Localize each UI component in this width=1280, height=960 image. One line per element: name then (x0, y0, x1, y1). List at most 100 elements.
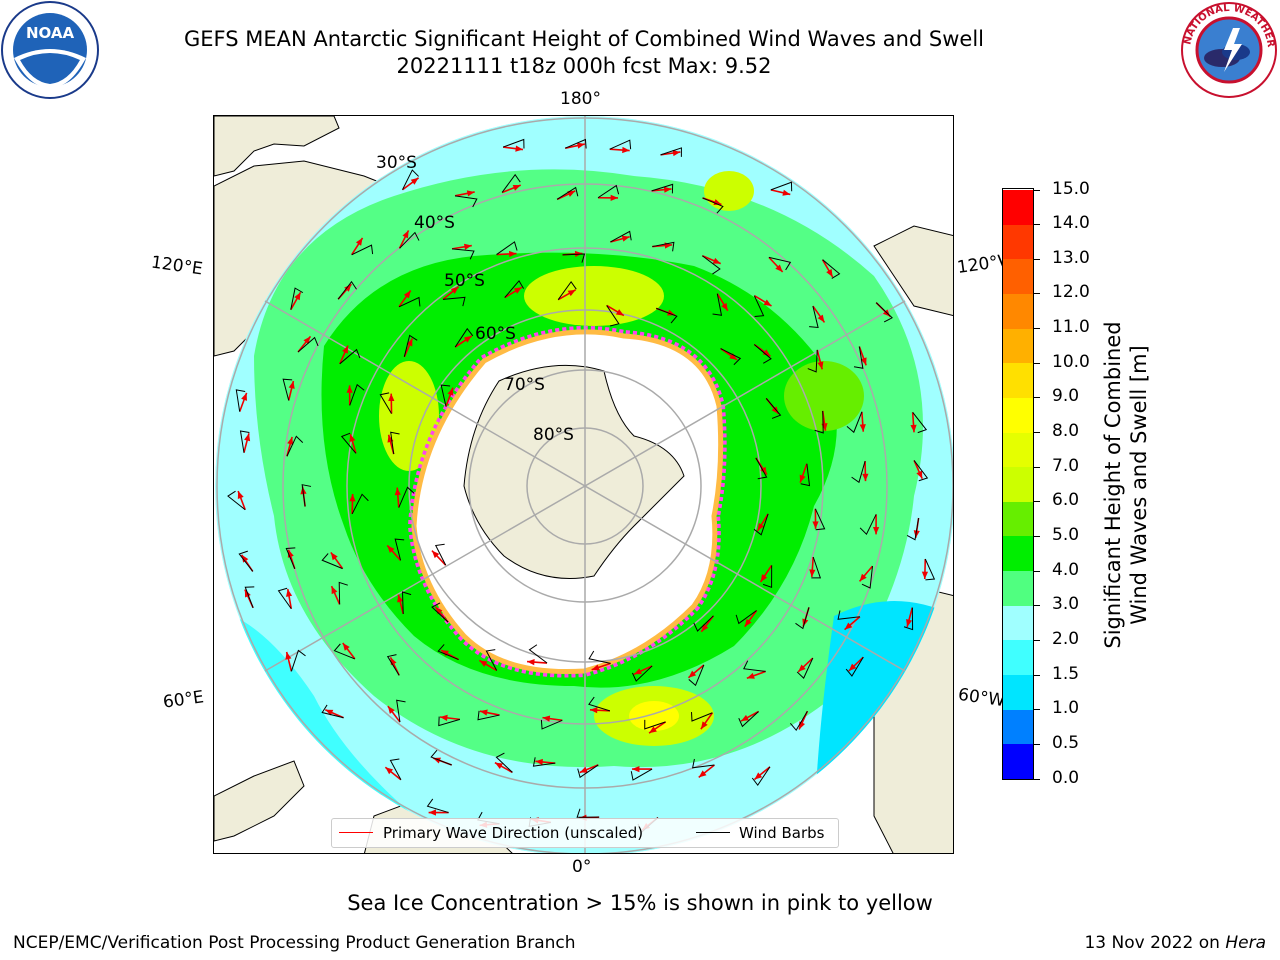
colorbar-tick-mark (1034, 501, 1040, 503)
wind-barb (556, 186, 579, 200)
wind-barb (426, 798, 449, 814)
wave-arrow-head (712, 257, 721, 264)
wave-arrow-head (463, 243, 472, 250)
wave-arrow-head (509, 250, 517, 258)
wind-barb (477, 710, 500, 721)
colorbar-tick-mark (1034, 189, 1040, 191)
wind-barb (565, 138, 587, 149)
wave-arrow-head (432, 757, 441, 764)
wind-barb (644, 719, 666, 730)
colorbar-segment (1003, 570, 1033, 606)
colorbar-tick-label: 8.0 (1052, 421, 1080, 442)
wave-arrow-head (844, 622, 853, 630)
wave-arrow-head (848, 663, 857, 671)
wave-arrow-head (760, 574, 768, 582)
wind-barb (485, 649, 498, 671)
wave-arrow-head (721, 302, 728, 311)
wind-barb (338, 581, 348, 605)
wave-arrow-head (344, 284, 352, 292)
wave-arrow-head (589, 707, 598, 714)
wind-barb (398, 486, 415, 508)
wind-barb (751, 766, 771, 786)
wind-barb (321, 704, 344, 719)
wind-barb (286, 435, 304, 457)
wave-arrow-head (535, 758, 543, 766)
wind-barb (924, 558, 936, 581)
wave-arrow-head (741, 714, 749, 722)
wave-arrow-head (621, 235, 630, 242)
lat-label-70s: 70°S (504, 375, 545, 395)
wind-barb (811, 556, 822, 579)
wave-arrow-head (346, 385, 353, 393)
lat-label-50s: 50°S (444, 271, 485, 291)
wave-arrow-head (746, 672, 755, 679)
nws-logo: NATIONAL WEATHER SERVICE (1178, 0, 1277, 98)
wind-barb (875, 302, 893, 323)
colorbar-segment (1003, 224, 1033, 260)
colorbar-tick-label: 4.0 (1052, 559, 1080, 580)
wind-barb (333, 643, 356, 660)
wind-barb (454, 327, 474, 348)
wind-barb (796, 657, 814, 679)
wave-arrow-head (440, 714, 448, 721)
wave-arrow-head (754, 772, 763, 780)
wind-barb (845, 656, 864, 677)
colorbar-tick-mark (1034, 709, 1040, 711)
wave-arrow-head (698, 770, 707, 778)
wind-barb (837, 610, 860, 620)
wind-barb (753, 344, 772, 364)
colorbar-tick-mark (1034, 466, 1040, 468)
wave-arrow-head (632, 765, 640, 773)
wind-barb (692, 758, 715, 769)
footer-host: Hera (1225, 933, 1266, 953)
wind-barb (789, 710, 808, 732)
colorbar-tick-label: 2.0 (1052, 628, 1080, 649)
wave-arrow-head (757, 522, 765, 531)
lon-label-0: 0° (572, 857, 592, 877)
wave-arrow-head (744, 618, 752, 627)
wave-arrow-head (463, 335, 472, 343)
wind-barb (651, 183, 674, 194)
wave-arrow-head (394, 487, 401, 496)
wave-arrow-head (859, 424, 866, 432)
wind-barb (496, 241, 518, 255)
wind-barb (349, 383, 365, 406)
wind-barb (588, 696, 611, 712)
wind-barb (597, 184, 620, 199)
wave-arrow-head (649, 726, 657, 734)
wave-arrow-head (342, 642, 350, 651)
wind-barb (390, 431, 400, 455)
wave-arrow-head (527, 659, 535, 666)
wind-barb (351, 244, 374, 256)
wave-arrow-head (349, 493, 356, 502)
wave-arrow-head (826, 269, 833, 277)
wind-barb (438, 716, 461, 727)
wind-barb (290, 649, 306, 672)
colorbar-tick-mark (1034, 224, 1040, 226)
wind-barb (398, 296, 421, 308)
wave-arrow-head (916, 470, 923, 479)
wind-barb (238, 550, 254, 572)
colorbar-segment (1003, 189, 1033, 225)
wave-arrow-head (410, 177, 419, 185)
footer-date: 13 Nov 2022 on Hera (1084, 933, 1266, 953)
colorbar-tick-label: 13.0 (1052, 247, 1090, 268)
wave-arrow-head (494, 762, 503, 769)
colorbar-segment (1003, 535, 1033, 572)
wave-arrow-head (729, 353, 738, 360)
wind-barb (430, 749, 452, 766)
wave-arrow-head (285, 651, 292, 660)
wave-arrow-head (782, 189, 791, 196)
legend-barb-swatch (696, 832, 730, 833)
wind-barb (577, 764, 599, 779)
wind-barb (753, 295, 765, 318)
wave-arrow-head (775, 264, 783, 272)
colorbar-label-line2: Wind Waves and Swell [m] (1127, 345, 1151, 625)
chart-title: GEFS MEAN Antarctic Significant Height o… (183, 27, 985, 51)
wind-barb (631, 665, 653, 682)
antarctica (407, 325, 727, 678)
wave-arrow-head (812, 521, 819, 529)
wind-barb (656, 307, 678, 324)
chart-subtitle: 20221111 t18z 000h fcst Max: 9.52 (396, 54, 772, 78)
wave-arrow-head (349, 434, 356, 443)
